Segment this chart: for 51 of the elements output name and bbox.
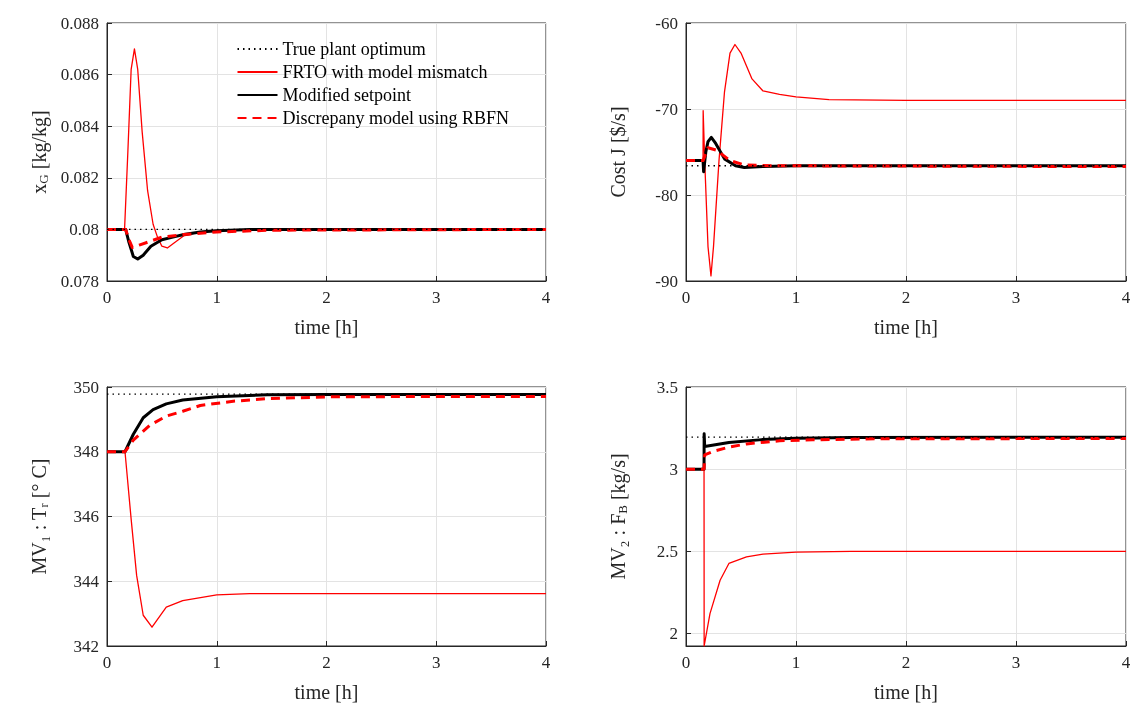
legend-label: Modified setpoint — [282, 85, 411, 105]
y-tick-label: 346 — [73, 507, 99, 526]
y-tick-label: -70 — [655, 99, 678, 119]
y-tick-label: 3.5 — [656, 377, 678, 397]
y-axis-title: MV₂ : FB [kg/s] — [607, 453, 630, 580]
x-tick-label: 3 — [432, 653, 441, 672]
y-tick-label: -80 — [655, 185, 678, 205]
y-axis-title: xG [kg/kg] — [28, 110, 51, 194]
x-tick-label: 1 — [212, 288, 221, 307]
y-tick-label: 0.082 — [60, 168, 99, 188]
x-tick-label: 4 — [541, 288, 551, 307]
legend-label: FRTO with model mismatch — [282, 62, 488, 82]
y-tick-label: 3 — [669, 459, 678, 479]
x-axis-title: time [h] — [874, 316, 938, 338]
y-tick-label: -90 — [655, 271, 678, 291]
y-tick-label: 342 — [73, 636, 99, 656]
y-axis-title: Cost J [$/s] — [607, 106, 629, 198]
x-tick-label: 4 — [1121, 288, 1131, 307]
x-tick-label: 2 — [901, 288, 911, 307]
x-tick-label: 0 — [102, 288, 112, 307]
y-tick-label: -60 — [655, 13, 678, 33]
y-tick-label: 0.078 — [60, 271, 99, 291]
x-tick-label: 2 — [901, 653, 911, 672]
y-tick-label: 0.088 — [60, 13, 99, 33]
y-tick-label: 2 — [669, 624, 678, 644]
x-tick-label: 1 — [791, 653, 801, 672]
y-tick-label: 0.086 — [60, 65, 99, 85]
y-tick-label: 0.084 — [60, 116, 100, 136]
x-tick-label: 4 — [541, 653, 551, 672]
x-tick-label: 3 — [1011, 653, 1021, 672]
x-tick-label: 2 — [322, 653, 331, 672]
x-tick-label: 4 — [1121, 653, 1131, 672]
x-tick-label: 2 — [322, 288, 331, 307]
x-axis-title: time [h] — [874, 681, 938, 703]
x-tick-label: 0 — [681, 653, 691, 672]
y-tick-label: 348 — [73, 442, 99, 462]
y-tick-label: 2.5 — [656, 541, 678, 561]
x-tick-label: 0 — [681, 288, 691, 307]
y-tick-label: 350 — [73, 377, 99, 397]
x-axis-title: time [h] — [294, 316, 359, 338]
x-tick-label: 1 — [212, 653, 221, 672]
y-tick-label: 0.08 — [69, 219, 99, 239]
y-axis-title: MV₁ : Tᵣ [° C] — [28, 458, 50, 575]
x-tick-label: 3 — [1011, 288, 1021, 307]
x-axis-title: time [h] — [294, 681, 359, 703]
x-tick-label: 1 — [791, 288, 801, 307]
x-tick-label: 3 — [432, 288, 441, 307]
y-tick-label: 344 — [73, 571, 100, 591]
x-tick-label: 0 — [102, 653, 112, 672]
legend-label: Discrepany model using RBFN — [282, 108, 509, 128]
legend-label: True plant optimum — [282, 39, 426, 59]
